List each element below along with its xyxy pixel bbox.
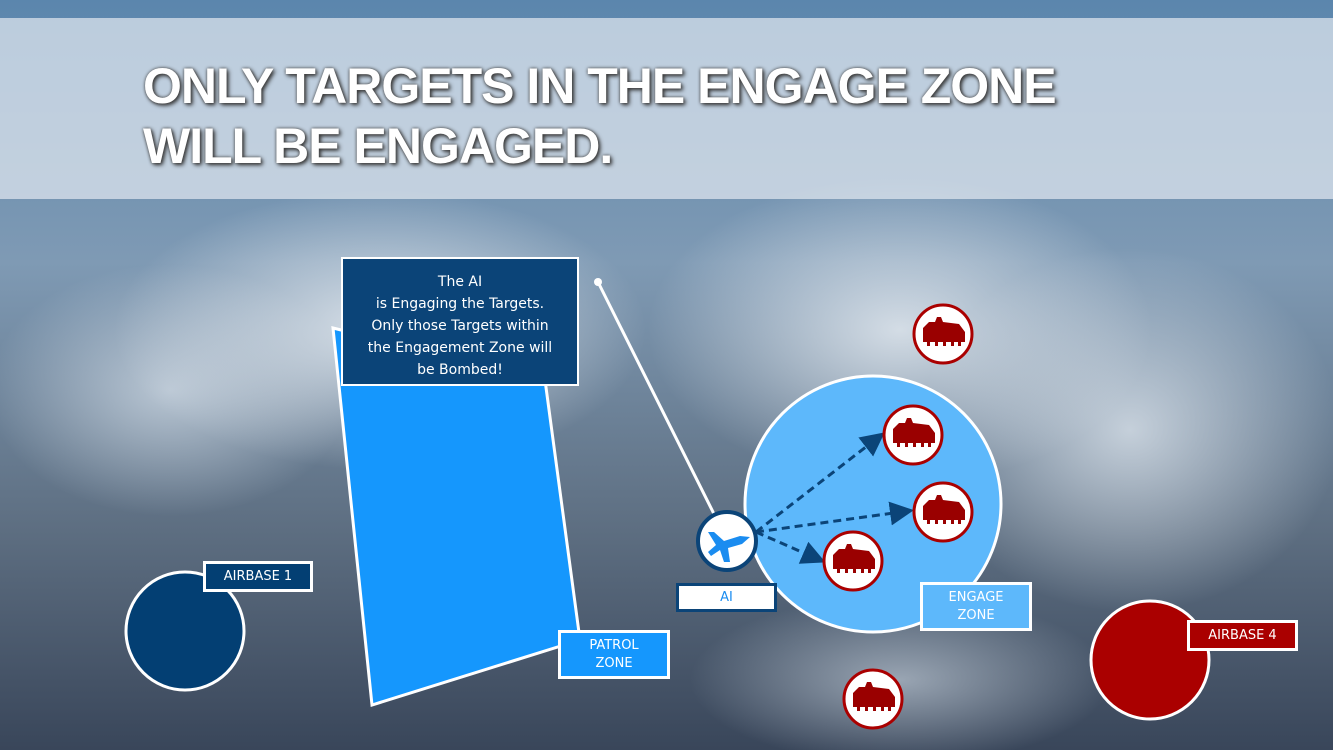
jet-fighter-icon [708, 532, 750, 562]
target-in-zone[interactable] [912, 481, 974, 543]
callout-line: Only those Targets within [371, 318, 549, 334]
title-banner [0, 18, 1333, 199]
callout-pointer [596, 281, 718, 519]
callout-line: be Bombed! [417, 362, 503, 378]
ai-label: AI [676, 583, 777, 612]
callout-line: The AI [437, 274, 483, 290]
engage-arrow [755, 530, 826, 564]
engage-zone-label: ENGAGE ZONE [920, 582, 1032, 631]
slide-title: ONLY TARGETS IN THE ENGAGE ZONE WILL BE … [143, 58, 1057, 174]
airbase-1-label: AIRBASE 1 [203, 561, 313, 592]
label-line: ENGAGE [948, 589, 1004, 605]
target-in-zone[interactable] [822, 530, 884, 592]
target-outside-zone[interactable] [912, 303, 974, 365]
target-outside-zone[interactable] [842, 668, 904, 730]
patrol-zone-label: PATROL ZONE [558, 630, 670, 679]
airbase-4-marker[interactable] [1089, 599, 1211, 721]
ai-aircraft-marker[interactable] [696, 510, 758, 572]
airbase-4-label: AIRBASE 4 [1187, 620, 1298, 651]
airbase-1-marker[interactable] [124, 570, 246, 692]
label-line: ZONE [957, 607, 995, 623]
info-callout: The AI is Engaging the Targets. Only tho… [341, 257, 579, 386]
target-in-zone[interactable] [882, 404, 944, 466]
callout-line: the Engagement Zone will [367, 340, 553, 356]
label-line: PATROL [589, 637, 639, 653]
engage-arrow [755, 432, 885, 534]
label-line: ZONE [595, 655, 633, 671]
callout-line: is Engaging the Targets. [375, 296, 545, 312]
callout-pointer-dot [594, 278, 602, 286]
engage-arrows [755, 432, 914, 564]
